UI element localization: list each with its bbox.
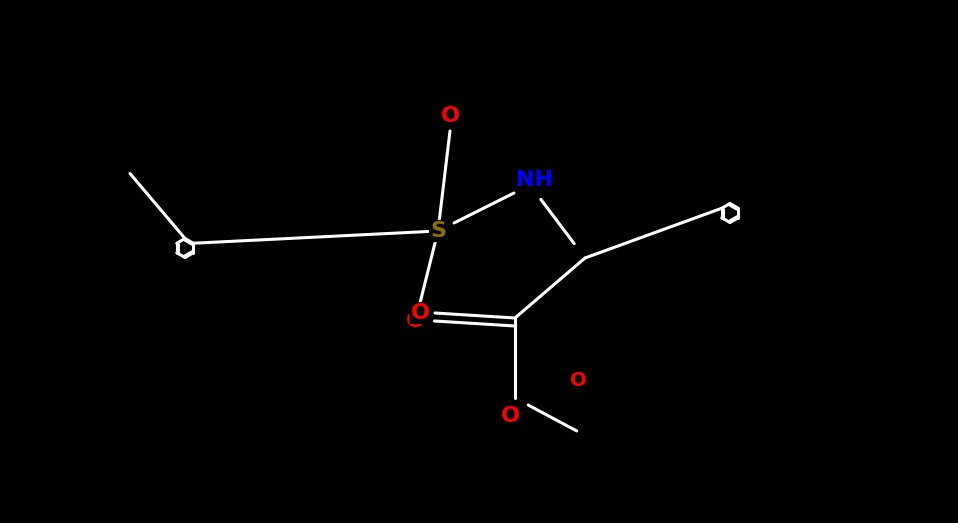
Text: O: O <box>570 371 586 391</box>
Text: O: O <box>441 106 460 126</box>
Text: S: S <box>430 221 446 241</box>
Text: O: O <box>500 406 519 426</box>
Text: O: O <box>405 311 424 331</box>
Text: NH: NH <box>516 170 554 190</box>
Text: O: O <box>410 303 429 323</box>
